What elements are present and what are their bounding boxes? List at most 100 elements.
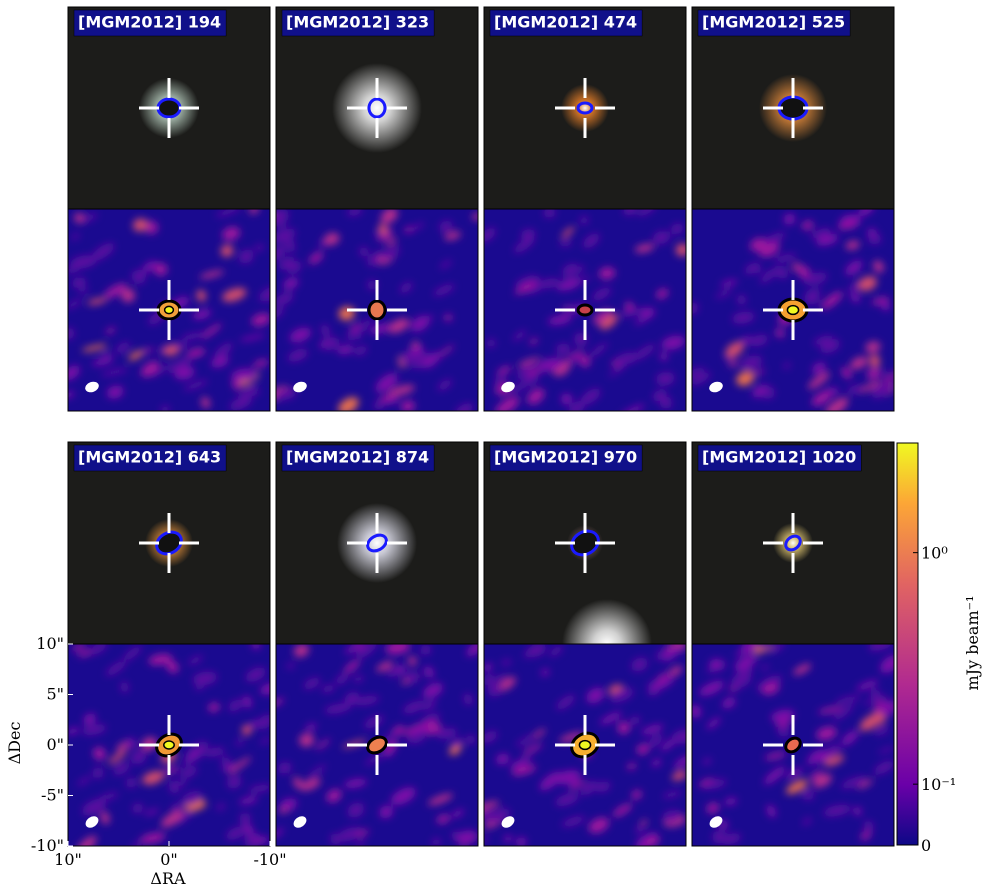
noise-blob — [495, 396, 520, 411]
noise-blob — [634, 243, 655, 253]
noise-blob — [592, 287, 612, 301]
noise-blob — [555, 343, 570, 355]
noise-blob — [347, 802, 365, 818]
noise-blob — [527, 388, 545, 405]
optical-image — [692, 442, 894, 644]
noise-blob — [388, 318, 410, 334]
noise-blob — [386, 398, 401, 405]
noise-blob — [285, 239, 296, 253]
noise-blob — [78, 288, 90, 294]
noise-blob — [763, 766, 786, 785]
noise-blob — [608, 362, 628, 378]
noise-blob — [777, 724, 790, 737]
beam — [501, 381, 515, 393]
noise-blob — [662, 645, 682, 662]
noise-blob — [641, 307, 655, 319]
noise-blob — [199, 270, 225, 279]
noise-blob — [205, 747, 225, 757]
noise-blob — [509, 381, 530, 394]
noise-blob — [466, 644, 478, 657]
noise-blob — [760, 664, 769, 671]
noise-blob — [252, 359, 269, 368]
noise-blob — [344, 691, 359, 706]
noise-blob — [617, 721, 631, 734]
noise-blob — [559, 732, 584, 743]
noise-blob — [395, 664, 406, 675]
noise-blob — [259, 683, 270, 695]
noise-blob — [803, 272, 828, 285]
noise-blob — [229, 396, 252, 411]
beam — [709, 816, 723, 828]
noise-blob — [579, 216, 589, 225]
noise-blob — [702, 758, 712, 765]
noise-blob — [276, 292, 294, 306]
noise-blob — [187, 655, 203, 666]
noise-blob — [845, 260, 863, 276]
noise-blob — [841, 730, 859, 746]
noise-blob — [543, 209, 556, 218]
noise-blob — [183, 379, 209, 391]
noise-blob — [579, 355, 591, 368]
noise-blob — [761, 644, 770, 651]
noise-blob — [183, 751, 201, 766]
noise-blob — [293, 776, 303, 789]
label-box — [489, 9, 643, 37]
noise-blob — [148, 653, 173, 666]
beam — [293, 381, 307, 393]
noise-blob — [566, 282, 578, 290]
noise-blob — [388, 384, 415, 396]
crosshair — [347, 715, 407, 775]
y-axis-label: ΔDec — [5, 722, 24, 765]
optical-panel: [MGM2012] 194 — [67, 6, 271, 412]
noise-blob — [90, 644, 108, 655]
beam — [501, 816, 515, 828]
noise-blob — [169, 356, 192, 374]
noise-blob — [569, 779, 586, 790]
noise-blob — [862, 694, 889, 706]
noise-blob — [130, 750, 147, 765]
noise-blob — [121, 288, 136, 303]
noise-blob — [494, 374, 507, 384]
noise-blob — [100, 811, 110, 825]
noise-blob — [91, 242, 115, 261]
optical-contour — [155, 530, 183, 556]
noise-blob — [91, 357, 115, 366]
radio-core — [578, 739, 592, 751]
crosshair — [139, 280, 199, 340]
noise — [68, 644, 270, 846]
noise-blob — [241, 725, 252, 736]
noise-blob — [816, 233, 839, 246]
noise-blob — [68, 365, 80, 381]
noise-blob — [824, 754, 845, 766]
noise-blob — [871, 381, 893, 398]
noise-blob — [692, 704, 702, 719]
label-box — [281, 444, 435, 472]
noise-blob — [359, 246, 369, 257]
noise-blob — [704, 779, 727, 790]
crosshair — [763, 280, 823, 340]
crosshair — [555, 78, 615, 138]
noise-blob — [326, 789, 342, 803]
colorbar-tick-label: 10⁰ — [921, 544, 948, 563]
noise-blob — [381, 246, 400, 260]
noise-blob — [561, 226, 575, 238]
optical-panel: [MGM2012] 643 — [67, 441, 271, 847]
noise-blob — [671, 770, 686, 781]
noise-blob — [630, 715, 641, 726]
panel-label: [MGM2012] 970 — [494, 448, 637, 467]
noise-blob — [216, 803, 226, 811]
noise-blob — [869, 354, 881, 368]
noise-blob — [308, 764, 327, 779]
crosshair — [763, 78, 823, 138]
noise-blob — [866, 367, 881, 380]
noise-blob — [133, 273, 146, 285]
noise-blob — [105, 660, 127, 676]
noise-blob — [436, 728, 457, 739]
label-box — [697, 9, 851, 37]
noise-blob — [201, 397, 211, 409]
noise-blob — [210, 355, 229, 368]
noise-blob — [92, 767, 104, 779]
noise-blob — [399, 354, 424, 364]
noise-blob — [500, 659, 512, 666]
noise-blob — [456, 830, 478, 845]
